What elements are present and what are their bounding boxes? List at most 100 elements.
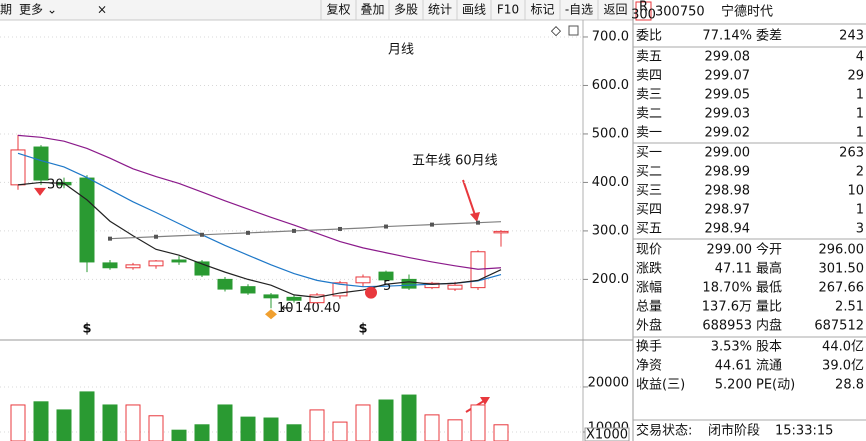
toolbar-button[interactable]: -自选 <box>565 3 593 17</box>
book-price: 299.07 <box>705 69 751 84</box>
ma-dot <box>108 236 112 241</box>
volume-bar <box>470 404 486 441</box>
book-qty: 29 <box>847 69 864 84</box>
volume-bar <box>33 401 49 441</box>
dividend-mark: $ <box>358 322 367 337</box>
book-price: 299.05 <box>705 88 751 103</box>
field-label: 最高 <box>756 261 782 277</box>
moving-average <box>17 134 502 270</box>
field-value: 137.6万 <box>702 300 752 315</box>
candle-body <box>286 296 302 301</box>
book-qty: 1 <box>856 126 864 141</box>
volume-bar <box>424 414 440 441</box>
candle-body <box>148 260 164 267</box>
volume-bar <box>493 424 509 441</box>
toolbar-button[interactable]: 标记 <box>530 3 554 17</box>
candle-body <box>355 276 371 284</box>
candle-body <box>217 278 233 290</box>
ma-dot <box>476 220 480 225</box>
candle-body <box>401 278 417 289</box>
book-label: 买三 <box>636 184 662 199</box>
toolbar-button[interactable]: 多股 <box>394 3 418 17</box>
field-label: 股本 <box>756 340 782 355</box>
field-value: 44.0亿 <box>822 340 864 355</box>
candle-body <box>102 262 118 269</box>
volume-bar <box>355 404 371 441</box>
icon[interactable] <box>568 25 579 36</box>
field-label: 涨跌 <box>636 261 662 277</box>
toolbar-label[interactable]: 期 <box>0 3 12 17</box>
stock-code: 300750 <box>655 5 705 20</box>
book-qty: 3 <box>856 222 864 237</box>
book-price: 299.00 <box>705 146 751 161</box>
field-label: 内盘 <box>756 318 782 334</box>
low-label: 140.40 <box>295 301 341 316</box>
toolbar-label[interactable]: 更多 <box>19 3 43 17</box>
book-qty: 1 <box>856 203 864 218</box>
book-price: 299.02 <box>705 126 751 141</box>
marker-icon <box>34 187 46 196</box>
book-qty: 1 <box>856 107 864 122</box>
field-label: 委差 <box>756 29 782 44</box>
field-value: 296.00 <box>819 243 865 258</box>
marker-label: 5 <box>383 279 391 294</box>
book-label: 买一 <box>636 146 662 161</box>
field-value: 2.51 <box>835 300 864 315</box>
volume-bar <box>378 399 394 441</box>
book-qty: 1 <box>856 88 864 103</box>
field-label: 收益(三) <box>636 378 685 393</box>
volume-bar <box>286 424 302 441</box>
field-value: 299.00 <box>707 243 753 258</box>
field-value: 301.50 <box>819 262 865 277</box>
book-qty: 10 <box>847 184 864 199</box>
field-value: 77.14% <box>702 29 752 44</box>
field-value: 243 <box>839 29 864 44</box>
candle-body <box>240 286 256 294</box>
volume-bar <box>171 429 187 441</box>
candle-body <box>33 146 49 181</box>
marker-icon <box>265 309 277 320</box>
ma-dot <box>430 222 434 227</box>
toolbar-button[interactable]: 复权 <box>326 3 350 17</box>
volume-tick-label: 20000 <box>588 375 629 390</box>
y-tick-label: 300.0 <box>592 223 629 238</box>
volume-bar <box>10 404 26 441</box>
book-qty: 4 <box>856 50 864 65</box>
volume-bar <box>102 404 118 441</box>
field-label: 净资 <box>636 359 662 374</box>
field-label: 量比 <box>756 300 782 315</box>
icon[interactable]: ◇ <box>551 24 561 39</box>
book-label: 买二 <box>636 165 662 180</box>
y-tick-label: 400.0 <box>592 175 629 190</box>
candle-body <box>79 177 95 263</box>
book-price: 299.03 <box>705 107 751 122</box>
marker-label: 10 <box>277 301 294 316</box>
candle-body <box>309 294 325 304</box>
ma-dot <box>384 224 388 229</box>
moving-average <box>17 152 502 288</box>
status-phase: 闭市阶段 <box>708 423 760 439</box>
arrow <box>462 179 477 219</box>
book-price: 298.98 <box>705 184 751 199</box>
y-tick-label: 200.0 <box>592 272 629 287</box>
field-value: 47.11 <box>715 262 752 277</box>
field-value: 687512 <box>814 319 864 334</box>
book-label: 卖二 <box>636 107 662 122</box>
ma-dot <box>338 226 342 231</box>
toolbar-button[interactable]: 返回 <box>603 3 627 17</box>
toolbar-button[interactable]: 画线 <box>462 3 486 17</box>
book-label: 买五 <box>636 222 662 237</box>
y-tick-label: 700.0 <box>592 29 629 44</box>
book-price: 298.97 <box>705 203 751 218</box>
marker-label: 30 <box>47 177 64 192</box>
field-label: 外盘 <box>636 318 662 334</box>
toolbar-button[interactable]: 叠加 <box>360 3 384 17</box>
book-qty: 263 <box>839 146 864 161</box>
toolbar-button[interactable]: 统计 <box>428 3 452 17</box>
field-value: 5.200 <box>715 378 752 393</box>
toolbar-button[interactable]: F10 <box>497 3 519 17</box>
close-icon[interactable]: × <box>97 3 107 17</box>
candle-body <box>447 284 463 290</box>
